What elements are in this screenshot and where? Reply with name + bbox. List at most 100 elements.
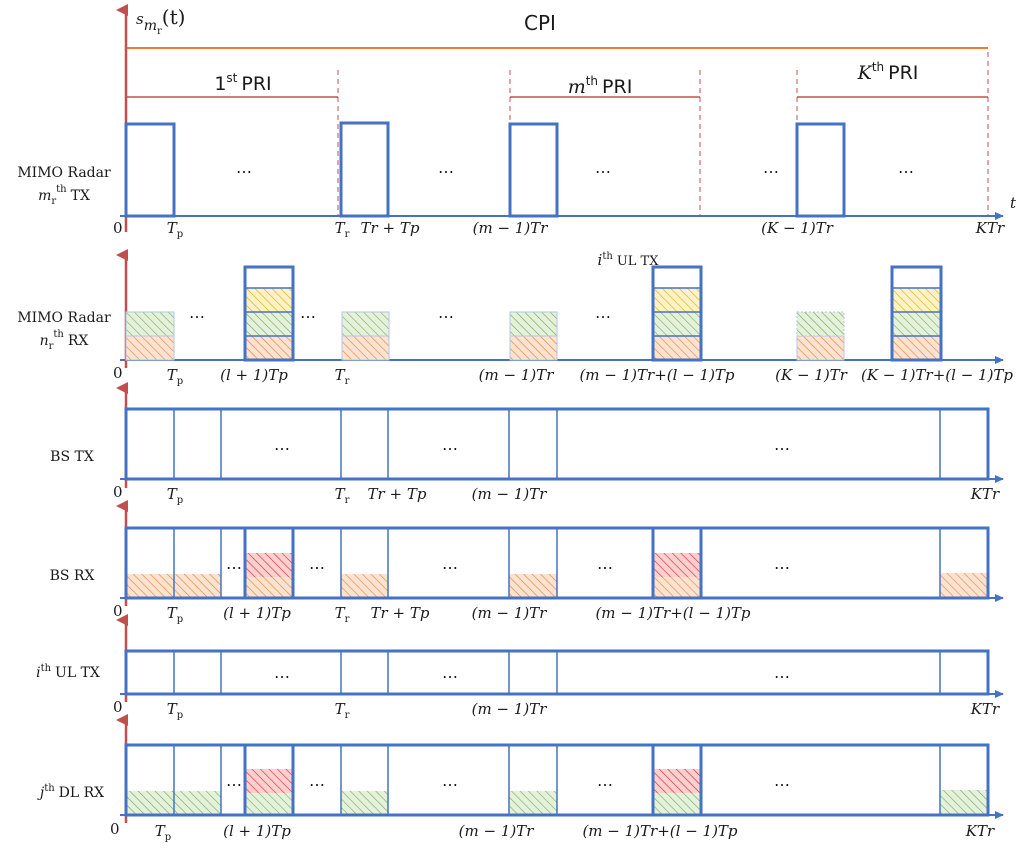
row-bs-tx: … … … BS TX 0 Tp Tr Tr + Tp (m − 1)Tr KT… <box>50 382 1004 506</box>
echo-block <box>125 311 175 361</box>
row-label-dl-rx: jth DL RX <box>37 783 104 801</box>
tick-m-combo: (m − 1)Tr+(l − 1)Tp <box>579 366 734 384</box>
ellipsis: … <box>597 554 613 573</box>
hatch-orange <box>509 574 557 598</box>
hatch-orange <box>653 577 701 598</box>
tick-Tr-plus-Tp: Tr + Tp <box>371 604 430 622</box>
ellipsis: … <box>226 554 242 573</box>
radar-pulse <box>508 122 559 218</box>
zero-label: 0 <box>113 698 123 716</box>
echo-block <box>341 311 390 361</box>
radar-pulse <box>124 122 176 218</box>
tick-K-1-Tr: (K − 1)Tr <box>761 219 834 237</box>
tick-m-1-Tr: (m − 1)Tr <box>472 700 548 718</box>
tick-Tr: Tr <box>335 485 350 506</box>
row-label-radar-tx-line1: MIMO Radar <box>17 165 111 181</box>
tick-Tr-plus-Tp: Tr + Tp <box>368 485 427 503</box>
tick-Tr: Tr <box>335 700 350 721</box>
tick-Tp: Tp <box>167 485 183 506</box>
hatch-orange <box>126 574 174 598</box>
diagram-header: smr(t) CPI 1st PRI mth PRI Kth PRI <box>126 5 989 215</box>
hatch-green <box>509 791 557 815</box>
ul-slot <box>243 743 295 817</box>
echo-block <box>509 311 558 361</box>
tick-K-1-Tr: (K − 1)Tr <box>775 366 848 384</box>
pri-first-label: 1st PRI <box>214 71 271 95</box>
tick-m-combo: (m − 1)Tr+(l − 1)Tp <box>595 604 750 622</box>
tick-m-1-Tr: (m − 1)Tr <box>459 822 535 840</box>
zero-label: 0 <box>113 364 123 382</box>
hatch-red <box>245 769 293 793</box>
ellipsis: … <box>309 771 325 790</box>
hatch-red <box>245 553 293 577</box>
tick-KTr: KTr <box>965 822 995 840</box>
pri-m-label: mth PRI <box>568 74 633 98</box>
ul-interference-block <box>890 265 943 362</box>
ul-slot <box>651 526 703 600</box>
hatch-green <box>940 790 988 815</box>
tick-l-1-Tp: (l + 1)Tp <box>220 366 288 384</box>
hatch-orange <box>174 574 221 598</box>
zero-label: 0 <box>113 483 123 501</box>
row-ul-tx: … … … ith UL TX 0 Tp Tr (m − 1)Tr KTr <box>36 614 1004 721</box>
ellipsis: … <box>595 158 611 177</box>
tick-l-1-Tp: (l + 1)Tp <box>223 604 291 622</box>
ellipsis: … <box>597 771 613 790</box>
ellipsis: … <box>774 663 790 682</box>
row-label-radar-rx-line1: MIMO Radar <box>17 310 111 326</box>
tick-Tr: Tr <box>335 219 350 240</box>
row-radar-rx: ith UL TX … … … … MIMO Radar nrth RX 0 Tp … <box>17 249 1013 387</box>
signal-label: smr(t) <box>136 5 185 37</box>
hatch-red <box>653 553 701 577</box>
ellipsis: … <box>274 435 290 454</box>
hatch-green <box>245 793 293 815</box>
radar-pulse <box>339 121 390 218</box>
ellipsis: … <box>898 158 914 177</box>
radar-pulse <box>795 122 846 218</box>
zero-label: 0 <box>113 219 123 237</box>
hatch-green <box>653 793 701 815</box>
ul-slot <box>243 526 295 600</box>
ul-interference-block <box>243 265 295 362</box>
cpi-label: CPI <box>524 11 556 35</box>
tick-Tp: Tp <box>167 700 183 721</box>
ellipsis: … <box>774 771 790 790</box>
ellipsis: … <box>300 303 316 322</box>
tick-m-1-Tr: (m − 1)Tr <box>472 485 548 503</box>
tick-Tr-plus-Tp: Tr + Tp <box>361 219 420 237</box>
hatch-orange <box>245 577 293 598</box>
tick-K-combo: (K − 1)Tr+(l − 1)Tp <box>861 366 1013 384</box>
ellipsis: … <box>442 554 458 573</box>
tick-Tp: Tp <box>155 822 171 843</box>
ellipsis: … <box>189 303 205 322</box>
tick-KTr: KTr <box>970 700 1000 718</box>
tick-Tp: Tp <box>167 604 183 625</box>
ellipsis: … <box>438 303 454 322</box>
hatch-red <box>653 769 701 793</box>
tick-l-1-Tp: (l + 1)Tp <box>223 822 291 840</box>
ul-interference-block <box>651 265 703 362</box>
ellipsis: … <box>236 158 252 177</box>
ul-tx-annotation: ith UL TX <box>598 251 660 269</box>
tick-Tp: Tp <box>167 219 183 240</box>
pri-k-label: Kth PRI <box>857 60 919 84</box>
hatch-orange <box>341 574 388 598</box>
tick-KTr: KTr <box>970 485 1000 503</box>
row-label-radar-tx-line2: mrth TX <box>38 184 90 207</box>
row-radar-tx: t … … … … … MIMO Radar mrth TX 0 Tp Tr Tr… <box>17 4 1017 240</box>
hatch-orange <box>940 573 988 598</box>
ellipsis: … <box>442 435 458 454</box>
zero-label: 0 <box>110 820 120 838</box>
hatch-green <box>174 791 221 815</box>
hatch-green <box>126 791 174 815</box>
echo-block <box>796 311 845 361</box>
tick-KTr: KTr <box>975 219 1005 237</box>
tick-Tr: Tr <box>335 604 350 625</box>
ellipsis: … <box>438 158 454 177</box>
tick-m-1-Tr: (m − 1)Tr <box>473 219 549 237</box>
tick-m-1-Tr: (m − 1)Tr <box>479 366 555 384</box>
ellipsis: … <box>274 663 290 682</box>
row-dl-rx: … … … … … jth DL RX 0 Tp (l + 1)Tp (m − 1… <box>37 714 1004 843</box>
ellipsis: … <box>442 771 458 790</box>
